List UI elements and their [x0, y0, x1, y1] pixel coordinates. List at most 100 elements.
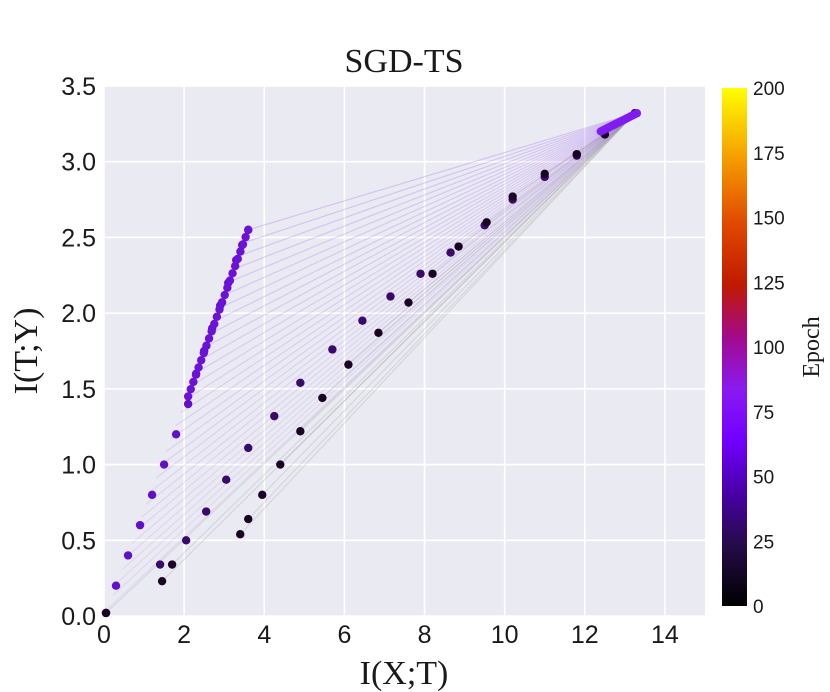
colorbar-tick-label: 25	[753, 532, 774, 553]
layer1-dense-point	[225, 276, 235, 285]
data-point	[222, 475, 231, 484]
grid	[103, 85, 705, 617]
epoch-link	[171, 112, 636, 565]
data-point	[446, 248, 455, 257]
data-point	[454, 242, 463, 251]
x-tick-label: 0	[97, 621, 111, 649]
trajectory-lines	[105, 112, 636, 614]
x-tick-label: 12	[571, 621, 599, 649]
data-point	[147, 490, 157, 500]
y-tick-label: 3.5	[61, 73, 96, 101]
colorbar-tick-label: 0	[753, 597, 764, 618]
layer1-dense-point	[183, 392, 193, 401]
data-point	[123, 551, 133, 560]
epoch-link	[247, 112, 636, 520]
data-point	[358, 316, 367, 325]
epoch-link	[261, 112, 636, 496]
epoch-link	[185, 112, 636, 401]
epoch-link	[486, 112, 636, 223]
epoch-link	[175, 112, 636, 427]
y-tick-label: 0.5	[61, 527, 96, 555]
y-tick-label: 1.0	[61, 452, 96, 480]
epoch-link	[180, 112, 636, 414]
x-axis-label: I(X;T)	[360, 655, 449, 692]
chart-title: SGD-TS	[344, 43, 463, 80]
data-point	[482, 218, 491, 227]
y-axis-label: I(T;Y)	[8, 308, 45, 395]
epoch-link	[170, 112, 636, 440]
epoch-link	[408, 112, 636, 304]
data-point	[270, 411, 279, 421]
layer1-dense-point	[220, 290, 229, 300]
data-point	[171, 430, 181, 439]
layer1-dense-point	[244, 225, 253, 235]
epoch-link	[348, 112, 636, 366]
epoch-link	[122, 112, 636, 570]
end-cluster-point	[632, 109, 642, 118]
data-point	[157, 576, 167, 586]
epoch-link	[233, 112, 636, 270]
data-point	[508, 192, 517, 201]
colorbar-tick-label: 75	[753, 403, 774, 424]
data-point	[244, 514, 253, 524]
colorbar-tick-label: 100	[753, 338, 785, 359]
epoch-link	[146, 112, 636, 505]
layer1-dense-point	[217, 298, 227, 307]
trajectory-points	[101, 109, 642, 618]
data-point	[344, 360, 353, 369]
data-point	[374, 328, 383, 338]
data-point	[159, 460, 169, 469]
epoch-link	[218, 112, 636, 309]
epoch-link	[160, 112, 636, 466]
epoch-link	[239, 112, 636, 535]
layer1-dense-point	[204, 334, 214, 343]
layer1-dense-point	[241, 232, 250, 242]
colorbar	[722, 88, 747, 606]
x-tick-label: 6	[337, 621, 351, 649]
data-point	[404, 298, 413, 307]
epoch-link	[238, 112, 636, 257]
epoch-link	[117, 112, 636, 583]
layer1-dense-point	[197, 356, 206, 365]
epoch-link	[112, 112, 636, 596]
data-point	[572, 149, 581, 159]
epoch-link	[248, 112, 636, 231]
colorbar-label: Epoch	[799, 316, 825, 377]
data-point	[540, 169, 549, 179]
data-point	[167, 560, 177, 569]
data-point	[386, 292, 395, 301]
layer1-dense-point	[191, 370, 201, 379]
epoch-link	[432, 112, 636, 275]
data-point	[155, 560, 165, 569]
epoch-link	[155, 112, 636, 479]
data-point	[428, 269, 437, 278]
y-tick-label: 0.0	[61, 603, 96, 631]
colorbar-tick-label: 200	[753, 79, 785, 100]
layer1-dense-point	[215, 305, 224, 314]
y-tick-labels: 0.0 0.5 1.0 1.5 2.0 2.5 3.0 3.5	[61, 73, 96, 631]
y-tick-label: 2.0	[61, 300, 96, 328]
layer1-dense-point	[210, 319, 219, 329]
layer1-dense-point	[223, 283, 232, 292]
layer1-dense-point	[230, 261, 240, 271]
epoch-link	[141, 112, 636, 518]
x-tick-label: 2	[177, 621, 191, 649]
data-point	[236, 530, 245, 539]
data-point	[181, 536, 191, 545]
data-point	[111, 581, 121, 590]
layer1-dense-point	[233, 254, 242, 264]
layer1-dense-point	[238, 240, 248, 249]
epoch-link	[165, 112, 636, 453]
colorbar-tick-label: 175	[753, 144, 785, 165]
epoch-link	[279, 112, 636, 465]
colorbar-tick-label: 150	[753, 209, 785, 230]
epoch-link	[378, 112, 636, 334]
epoch-link	[228, 112, 636, 283]
epoch-link	[214, 112, 636, 322]
data-point	[296, 378, 305, 387]
layer1-dense-point	[212, 312, 222, 321]
y-tick-label: 1.5	[61, 376, 96, 404]
data-point	[183, 399, 193, 409]
layer1-dense-point	[199, 348, 209, 358]
data-point	[135, 520, 145, 530]
